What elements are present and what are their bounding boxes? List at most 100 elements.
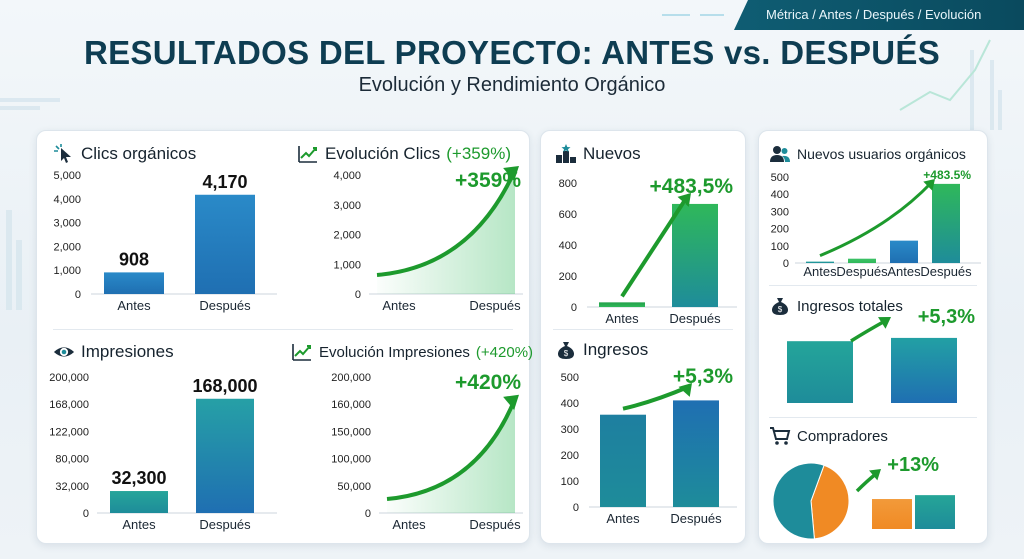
y-tick-label: 3,000 (333, 200, 361, 212)
gain-label: +13% (887, 454, 939, 476)
x-tick-label: Después (199, 517, 251, 532)
y-tick-label: 1,000 (53, 265, 81, 277)
clics-chart: 0 1,000 2,000 3,000 4,000 5,000 908 Antes 4,170 D… (53, 170, 277, 313)
y-tick-label: 2,000 (53, 241, 81, 253)
y-tick-label: 500 (561, 372, 579, 384)
bar (110, 491, 168, 513)
gain-label: +5,3% (673, 365, 733, 388)
middle-panel: Nuevos 0 200 400 600 800 Antes Después +483,5% … (540, 130, 746, 544)
bar (104, 272, 164, 294)
evol-clics-chart: 0 1,000 2,000 3,000 4,000 +359% Antes Después (333, 165, 523, 313)
y-tick-label: 600 (559, 209, 577, 221)
users-icon (769, 143, 791, 165)
compradores-chart: +13% (772, 454, 955, 540)
gain-label: +483.5% (923, 168, 971, 182)
panel-divider (769, 285, 977, 286)
clics-title: Clics orgánicos (53, 143, 196, 165)
x-tick-label: Antes (392, 517, 426, 532)
bar (599, 302, 645, 307)
shopping-cart-icon (769, 425, 791, 447)
trend-arrowhead (923, 179, 935, 191)
y-tick-label: 100 (561, 476, 579, 488)
x-tick-label: Antes (803, 264, 837, 279)
x-tick-label: Antes (122, 517, 156, 532)
bar-value-label: 168,000 (192, 376, 257, 396)
svg-text:$: $ (778, 305, 783, 314)
area-fill (377, 169, 515, 294)
trend-line (819, 181, 933, 258)
y-tick-label: 160,000 (331, 399, 371, 411)
impresiones-title: Impresiones (53, 341, 174, 363)
bar (806, 261, 834, 263)
bar-value-label: 32,300 (111, 468, 166, 488)
y-tick-label: 100 (771, 241, 789, 253)
money-bag-icon: $ (769, 295, 791, 317)
evol-impresiones-label: Evolución Impresiones (319, 343, 470, 361)
trend-line (386, 398, 517, 502)
ingresos-totales-chart: +5,3% (787, 306, 975, 403)
right-panel: Nuevos usuarios orgánicos 0 100 200 300 400 5… (758, 130, 988, 544)
y-tick-label: 32,000 (55, 481, 89, 493)
y-tick-label: 0 (355, 289, 361, 301)
cursor-click-icon (53, 143, 75, 165)
trend-arrowhead (677, 193, 691, 207)
y-tick-label: 100,000 (331, 454, 371, 466)
bar (673, 400, 719, 507)
trend-line (622, 385, 689, 411)
x-tick-label: Después (469, 517, 521, 532)
podium-icon (555, 143, 577, 165)
breadcrumb: Métrica / Antes / Después / Evolución (734, 0, 1024, 30)
bar (600, 414, 646, 507)
gain-label: +420% (455, 371, 521, 394)
y-tick-label: 200 (771, 224, 789, 236)
bar-value-label: 4,170 (202, 172, 247, 192)
x-tick-label: Antes (382, 298, 416, 313)
trend-arrowhead (869, 469, 881, 481)
money-bag-icon: $ (555, 339, 577, 361)
trend-line (850, 319, 886, 343)
pie-slice (810, 464, 850, 540)
trend-arrowhead (878, 317, 891, 329)
trend-line (620, 195, 689, 298)
y-tick-label: 5,000 (53, 170, 81, 182)
y-tick-label: 0 (365, 508, 371, 520)
y-tick-label: 400 (561, 398, 579, 410)
gain-label: +483,5% (650, 175, 734, 198)
ingresos-totales-title: $ Ingresos totales (769, 295, 903, 317)
bar (932, 183, 960, 263)
ingresos-chart: 0 100 200 300 400 500 Antes Después +5,3% (561, 365, 737, 526)
evol-clics-pct: (+359%) (446, 144, 511, 163)
ingresos-totales-label: Ingresos totales (797, 297, 903, 315)
trend-line-icon (297, 143, 319, 165)
x-tick-label: Antes (887, 264, 921, 279)
x-tick-label: Antes (605, 311, 639, 326)
y-tick-label: 50,000 (337, 481, 371, 493)
panel-divider (769, 417, 977, 418)
nuevos-label: Nuevos (583, 144, 641, 163)
evol-clics-label: Evolución Clics (325, 144, 441, 163)
clics-label: Clics orgánicos (81, 144, 197, 163)
pie-slice (772, 462, 825, 540)
x-tick-label: Antes (606, 511, 640, 526)
left-panel: Clics orgánicos 0 1,000 2,000 3,000 4,000 5,0… (36, 130, 533, 544)
trend-arrowhead (503, 165, 519, 182)
panel-divider (553, 329, 733, 330)
page-title: RESULTADOS DEL PROYECTO: ANTES vs. DESPU… (83, 34, 941, 71)
x-tick-label: Después (836, 264, 888, 279)
y-tick-label: 4,000 (53, 194, 81, 206)
y-tick-label: 1,000 (333, 259, 361, 271)
gain-label: +359% (455, 169, 521, 192)
trend-arrowhead (503, 394, 519, 410)
y-tick-label: 4,000 (333, 170, 361, 182)
impresiones-chart: 0 32,000 80,000 122,000 168,000 200,000 32,300… (49, 372, 277, 532)
y-tick-label: 168,000 (49, 399, 89, 411)
y-tick-label: 300 (561, 424, 579, 436)
ingresos-title: $ Ingresos (555, 339, 648, 361)
compradores-title: Compradores (769, 425, 888, 447)
y-tick-label: 500 (771, 172, 789, 184)
y-tick-label: 0 (83, 508, 89, 520)
y-tick-label: 0 (573, 502, 579, 514)
y-tick-label: 3,000 (53, 218, 81, 230)
bar (891, 337, 957, 403)
